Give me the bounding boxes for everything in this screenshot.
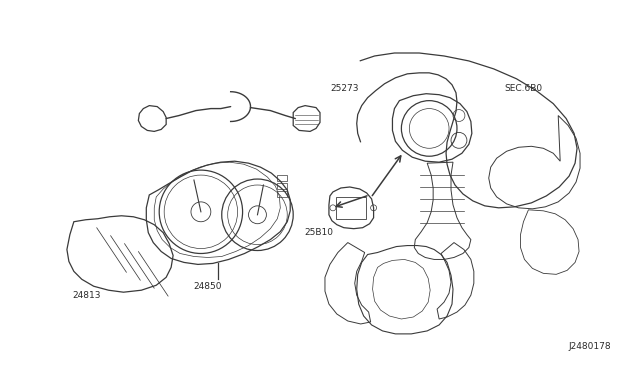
- Text: 25B10: 25B10: [304, 228, 333, 237]
- Text: 24813: 24813: [72, 291, 100, 300]
- Text: J2480178: J2480178: [568, 342, 611, 351]
- Text: SEC.6B0: SEC.6B0: [504, 84, 543, 93]
- Text: 24850: 24850: [193, 282, 222, 291]
- Text: 25273: 25273: [330, 84, 358, 93]
